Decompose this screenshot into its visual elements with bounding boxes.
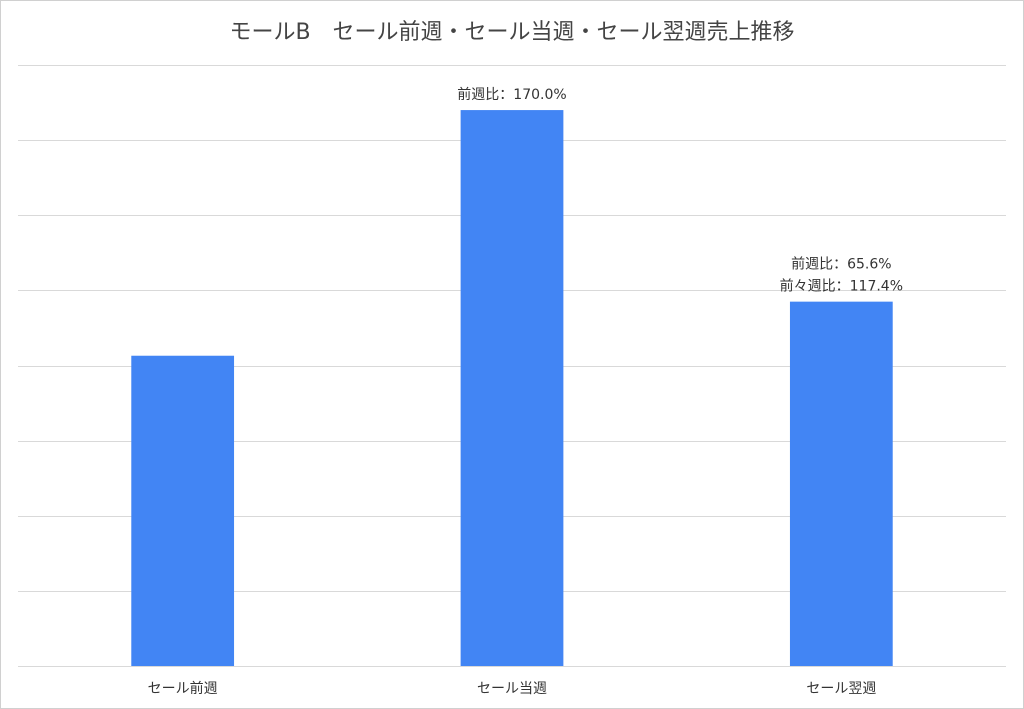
- x-tick-label: セール前週: [148, 680, 218, 697]
- bar: [131, 355, 235, 666]
- bar-annotation: 前々週比：117.4%: [780, 278, 903, 295]
- x-tick-label: セール翌週: [806, 681, 876, 697]
- bar-annotation: 前週比：65.6%: [791, 256, 891, 273]
- bar-annotation: 前週比：170.0%: [457, 86, 566, 103]
- bar: [460, 110, 564, 666]
- bar: [789, 301, 893, 666]
- x-tick-label: セール当週: [477, 681, 547, 697]
- chart-title: モールB セール前週・セール当週・セール翌週売上推移: [229, 20, 794, 45]
